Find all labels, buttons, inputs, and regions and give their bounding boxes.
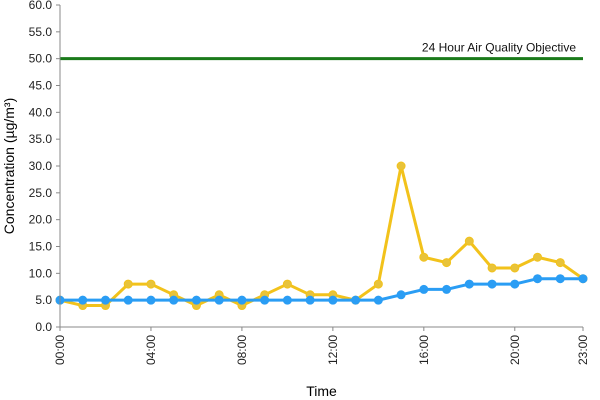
y-tick-label: 45.0 [29,79,53,93]
x-axis-title: Time [306,383,337,399]
series-1-point [487,263,497,273]
y-axis-title: Concentration (µg/m³) [1,98,17,234]
x-axis-ticks: 00:00 04:00 08:00 12:00 16:00 20:00 23:00 [53,327,590,365]
x-tick-label: 04:00 [144,335,158,365]
x-tick-label: 08:00 [235,335,249,365]
series-2-point [100,295,110,305]
series-2-point [237,295,247,305]
series-2-point [464,279,474,289]
y-tick-label: 15.0 [29,240,53,254]
series-1-point [123,279,133,289]
series-1-point [373,279,383,289]
series-2-point [328,295,338,305]
y-tick-label: 60.0 [29,0,53,12]
series-2-point [487,279,497,289]
series-2-point [373,295,383,305]
series-2-point [396,290,406,300]
series-1-point [555,258,565,268]
air-quality-objective-label: 24 Hour Air Quality Objective [422,41,576,55]
series-2-point [533,274,543,284]
series-1-point [533,252,543,262]
series-2-point [214,295,224,305]
series-1-point [396,161,406,171]
y-tick-label: 0.0 [35,320,52,334]
y-tick-label: 30.0 [29,159,53,173]
series-2-point [442,284,452,294]
y-tick-label: 10.0 [29,266,53,280]
series-1 [55,161,588,311]
series-2-point [191,295,201,305]
series-1-point [282,279,292,289]
series-2 [55,274,588,305]
series-1-point [419,252,429,262]
y-tick-label: 25.0 [29,186,53,200]
x-tick-label: 00:00 [53,335,67,365]
series-2-point [282,295,292,305]
y-tick-label: 35.0 [29,132,53,146]
series-2-point [146,295,156,305]
y-tick-label: 55.0 [29,25,53,39]
series-1-point [510,263,520,273]
y-tick-label: 20.0 [29,213,53,227]
series-2-point [555,274,565,284]
series-2-point [169,295,179,305]
series-1-point [146,279,156,289]
series-1-point [464,236,474,246]
x-tick-label: 20:00 [508,335,522,365]
x-tick-label: 16:00 [417,335,431,365]
x-tick-label: 23:00 [576,335,590,365]
y-axis-ticks: 0.0 5.0 10.0 15.0 20.0 25.0 30.0 35.0 40.0 45.0 50… [29,0,60,334]
series-layer [55,161,588,311]
series-2-point [419,284,429,294]
series-2-point [305,295,315,305]
series-2-point [510,279,520,289]
series-1-point [442,258,452,268]
series-2-point [351,295,361,305]
y-tick-label: 40.0 [29,105,53,119]
series-2-point [578,274,588,284]
series-2-line [60,277,583,302]
series-2-point [78,295,88,305]
x-tick-label: 12:00 [326,335,340,365]
y-tick-label: 50.0 [29,52,53,66]
series-2-point [123,295,133,305]
y-tick-label: 5.0 [35,293,52,307]
series-2-point [260,295,270,305]
